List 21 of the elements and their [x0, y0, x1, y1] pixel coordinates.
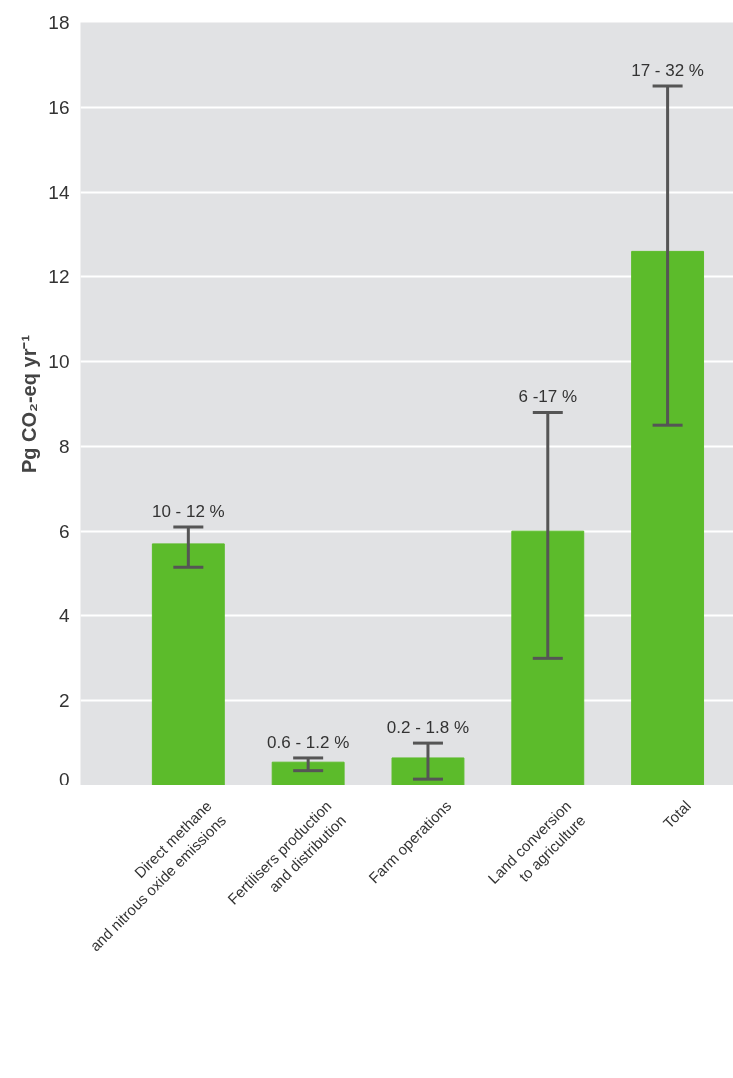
- bar: [151, 543, 225, 785]
- annotation: 17 - 32 %: [631, 61, 704, 81]
- y-tick-label: 12: [48, 266, 70, 288]
- y-tick-label: 4: [58, 605, 70, 627]
- annotation: 0.2 - 1.8 %: [386, 718, 470, 738]
- annotation: 10 - 12 %: [151, 501, 225, 521]
- y-tick-label: 10: [48, 351, 70, 373]
- y-tick-label: 16: [48, 96, 70, 118]
- y-tick-label: 0: [58, 768, 70, 790]
- y-tick-label: 6: [58, 520, 70, 542]
- annotation: 6 -17 %: [518, 387, 578, 407]
- y-tick-label: 14: [48, 181, 70, 203]
- y-tick-label: 18: [48, 12, 70, 33]
- y-tick-label: 8: [58, 435, 70, 457]
- bar: [511, 530, 585, 785]
- bar: [631, 250, 705, 785]
- y-tick-label: 2: [58, 690, 70, 712]
- bar: [391, 757, 465, 785]
- bar: [271, 761, 345, 785]
- annotation: 0.6 - 1.2 %: [267, 732, 350, 752]
- y-axis-title: Pg CO₂-eq yr⁻¹: [18, 334, 41, 474]
